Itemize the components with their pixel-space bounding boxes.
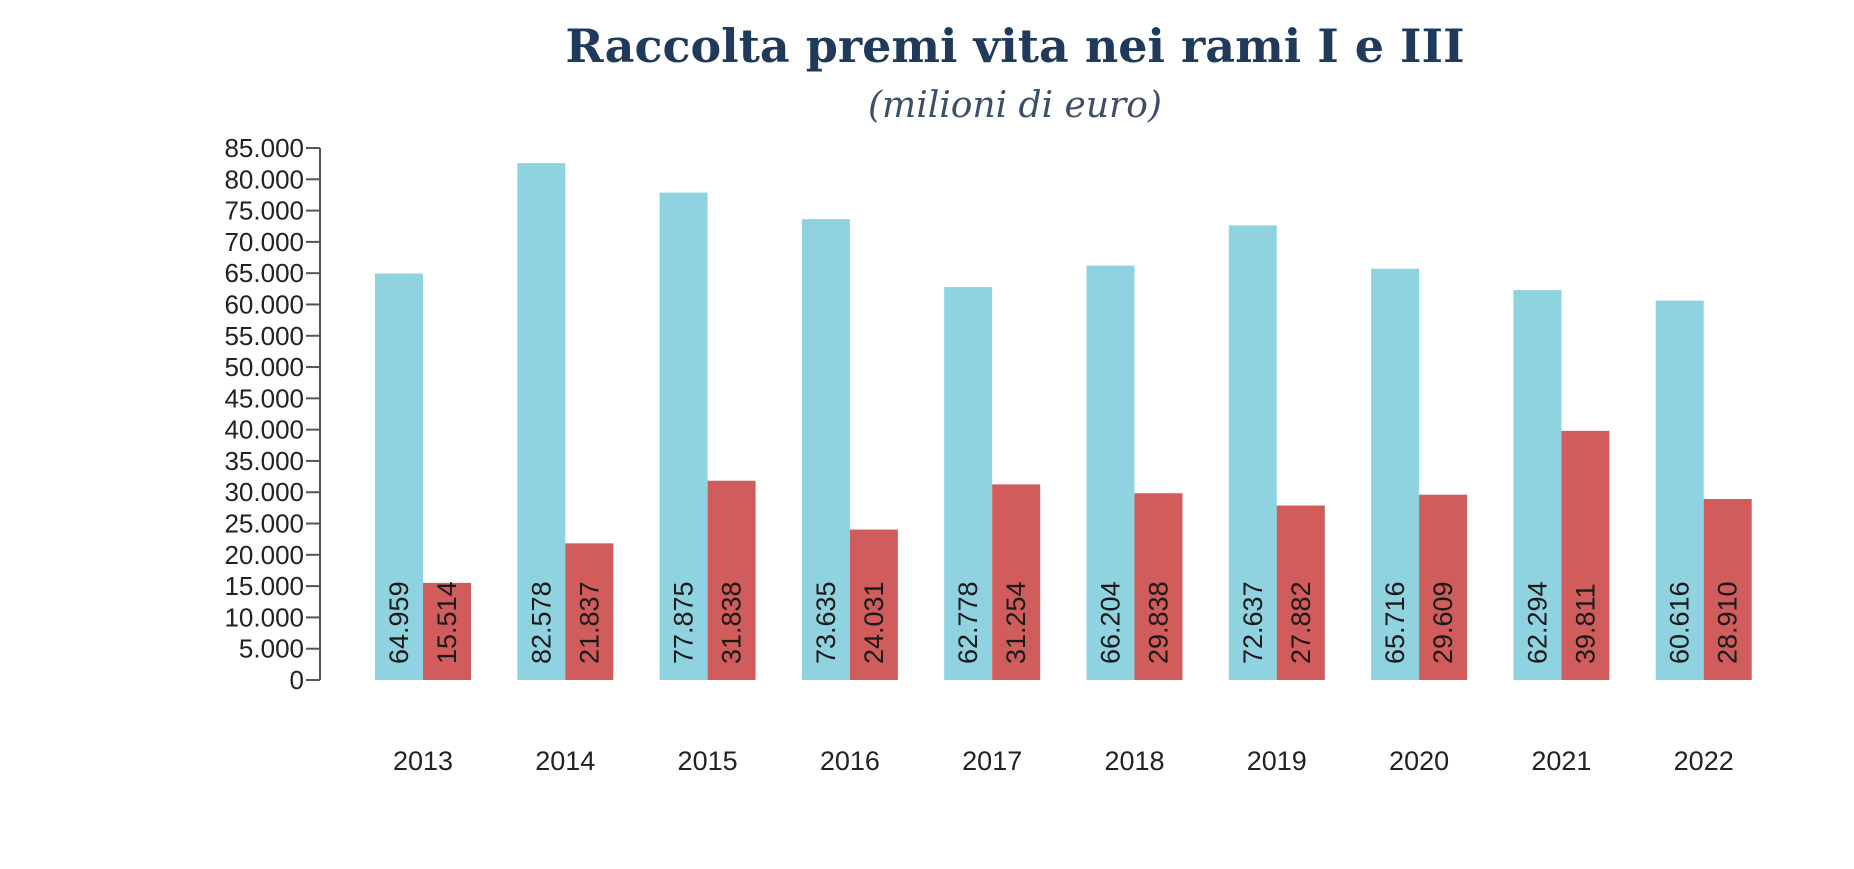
bar-value-label: 73.635 xyxy=(811,581,841,664)
x-tick-label: 2015 xyxy=(678,746,738,776)
bar-value-label: 60.616 xyxy=(1665,581,1695,664)
y-tick-label: 80.000 xyxy=(224,164,304,194)
y-axis: 05.00010.00015.00020.00025.00030.00035.0… xyxy=(224,133,321,695)
bar-series-1-2016 xyxy=(801,219,850,680)
bar-series-2-2021 xyxy=(1561,430,1610,680)
chart-title: Raccolta premi vita nei rami I e III xyxy=(565,19,1464,73)
bar-value-label: 77.875 xyxy=(669,581,699,664)
bar-value-label: 65.716 xyxy=(1380,581,1410,664)
x-tick-label: 2013 xyxy=(393,746,453,776)
y-tick-label: 25.000 xyxy=(224,509,304,539)
bar-series-1-2018 xyxy=(1086,265,1135,680)
bar-series-1-2022 xyxy=(1655,300,1704,680)
bar-series-2-2013 xyxy=(423,582,471,680)
y-tick-label: 30.000 xyxy=(224,477,304,507)
x-tick-label: 2016 xyxy=(820,746,880,776)
y-tick-label: 55.000 xyxy=(224,321,304,351)
bar-series-2-2018 xyxy=(1134,493,1183,680)
x-tick-label: 2022 xyxy=(1674,746,1734,776)
bars-group: 64.959 15.514 82.578 21.837 77.875 31.838 73.6… xyxy=(375,163,1752,680)
y-tick-label: 45.000 xyxy=(224,383,304,413)
bar-value-label: 29.609 xyxy=(1428,581,1458,664)
x-tick-label: 2019 xyxy=(1247,746,1307,776)
y-tick-label: 70.000 xyxy=(224,227,304,257)
bar-series-1-2017 xyxy=(944,287,993,680)
bar-series-1-2015 xyxy=(659,192,708,680)
y-tick-label: 10.000 xyxy=(224,602,304,632)
y-tick-label: 50.000 xyxy=(224,352,304,382)
bar-value-label: 82.578 xyxy=(526,581,556,664)
bar-value-label: 27.882 xyxy=(1286,581,1316,664)
bar-series-1-2021 xyxy=(1513,290,1562,680)
chart-subtitle: (milioni di euro) xyxy=(868,85,1162,126)
bar-value-label: 21.837 xyxy=(574,581,604,664)
x-tick-label: 2021 xyxy=(1531,746,1591,776)
y-tick-label: 75.000 xyxy=(224,196,304,226)
y-tick-label: 60.000 xyxy=(224,289,304,319)
x-tick-label: 2018 xyxy=(1104,746,1164,776)
y-tick-label: 85.000 xyxy=(224,133,304,163)
y-tick-label: 15.000 xyxy=(224,571,304,601)
bar-value-label: 15.514 xyxy=(432,581,462,664)
bar-value-label: 28.910 xyxy=(1713,581,1743,664)
bar-value-label: 39.811 xyxy=(1570,583,1600,664)
bar-series-1-2020 xyxy=(1371,268,1420,680)
bar-series-1-2019 xyxy=(1228,225,1277,680)
bar-value-label: 24.031 xyxy=(859,581,889,664)
bar-series-1-2014 xyxy=(517,163,566,680)
y-tick-label: 5.000 xyxy=(239,634,304,664)
bar-value-label: 31.254 xyxy=(1001,581,1031,664)
bar-value-label: 72.637 xyxy=(1238,581,1268,664)
bar-series-2-2015 xyxy=(707,480,756,680)
x-axis: 2013 2014 2015 2016 2017 2018 2019 2020 2021 2022 xyxy=(393,746,1734,776)
bar-series-2-2020 xyxy=(1419,494,1468,680)
x-tick-label: 2017 xyxy=(962,746,1022,776)
bar-value-label: 31.838 xyxy=(717,581,747,664)
bar-series-2-2014 xyxy=(565,543,614,680)
y-tick-label: 20.000 xyxy=(224,540,304,570)
x-tick-label: 2020 xyxy=(1389,746,1449,776)
bar-series-2-2016 xyxy=(849,529,898,680)
y-tick-label: 65.000 xyxy=(224,258,304,288)
bar-value-label: 66.204 xyxy=(1096,581,1126,664)
bar-series-2-2022 xyxy=(1703,499,1752,680)
bar-value-label: 29.838 xyxy=(1144,581,1174,664)
y-tick-label: 0 xyxy=(290,665,304,695)
bar-series-2-2017 xyxy=(992,484,1041,680)
bar-series-2-2019 xyxy=(1276,505,1325,680)
y-tick-label: 35.000 xyxy=(224,446,304,476)
bar-series-1-2013 xyxy=(375,273,423,680)
bar-value-label: 64.959 xyxy=(384,581,414,664)
x-tick-label: 2014 xyxy=(535,746,595,776)
bar-value-label: 62.778 xyxy=(953,581,983,664)
bar-value-label: 62.294 xyxy=(1522,581,1552,664)
y-tick-label: 40.000 xyxy=(224,415,304,445)
